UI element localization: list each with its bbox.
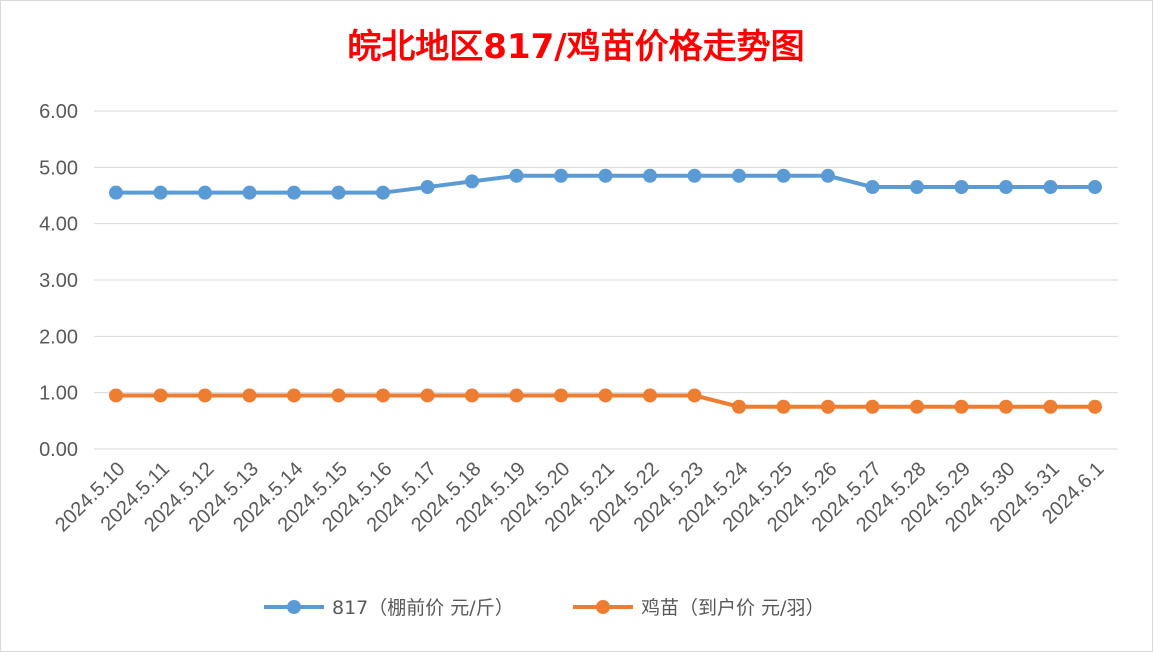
data-point bbox=[109, 185, 123, 200]
data-point bbox=[776, 168, 791, 183]
y-tick-label: 6.00 bbox=[39, 101, 78, 123]
data-point bbox=[198, 388, 212, 403]
data-point bbox=[598, 388, 613, 403]
data-point bbox=[732, 399, 746, 414]
x-axis: 2024.5.102024.5.112024.5.122024.5.132024… bbox=[51, 458, 1108, 536]
y-tick-label: 5.00 bbox=[39, 157, 78, 179]
legend-marker bbox=[287, 600, 301, 614]
chart-title: 皖北地区817/鸡苗价格走势图 bbox=[347, 27, 804, 67]
series-2 bbox=[109, 388, 1102, 414]
data-point bbox=[821, 399, 835, 414]
data-point bbox=[554, 168, 568, 183]
data-point bbox=[999, 399, 1013, 414]
data-point bbox=[153, 388, 168, 403]
data-point bbox=[643, 168, 657, 183]
gridlines bbox=[94, 110, 1118, 450]
data-point bbox=[1088, 399, 1102, 414]
data-point bbox=[910, 180, 924, 195]
data-point bbox=[865, 180, 880, 195]
legend-label: 817（棚前价 元/斤） bbox=[332, 597, 514, 619]
data-point bbox=[331, 185, 346, 200]
legend-label: 鸡苗（到户价 元/羽） bbox=[641, 597, 824, 619]
data-point bbox=[954, 399, 969, 414]
data-point bbox=[242, 388, 257, 403]
data-point bbox=[643, 388, 657, 403]
legend-item-1: 817（棚前价 元/斤） bbox=[264, 597, 514, 619]
data-point bbox=[910, 399, 924, 414]
series-group bbox=[109, 168, 1102, 414]
data-point bbox=[1043, 399, 1058, 414]
data-point bbox=[687, 168, 702, 183]
data-point bbox=[198, 185, 212, 200]
data-point bbox=[376, 185, 390, 200]
data-point bbox=[420, 180, 435, 195]
data-point bbox=[420, 388, 435, 403]
data-point bbox=[554, 388, 568, 403]
data-point bbox=[732, 168, 746, 183]
data-point bbox=[1088, 180, 1102, 195]
data-point bbox=[776, 399, 791, 414]
y-tick-label: 4.00 bbox=[39, 214, 78, 236]
data-point bbox=[999, 180, 1013, 195]
y-tick-label: 1.00 bbox=[39, 383, 78, 405]
series-1 bbox=[109, 168, 1102, 200]
data-point bbox=[465, 388, 479, 403]
y-tick-label: 3.00 bbox=[39, 270, 78, 292]
data-point bbox=[821, 168, 835, 183]
data-point bbox=[153, 185, 168, 200]
y-tick-label: 0.00 bbox=[39, 439, 78, 461]
data-point bbox=[954, 180, 969, 195]
data-point bbox=[109, 388, 123, 403]
legend: 817（棚前价 元/斤） 鸡苗（到户价 元/羽） bbox=[264, 597, 824, 619]
data-point bbox=[376, 388, 390, 403]
data-point bbox=[865, 399, 880, 414]
data-point bbox=[287, 185, 301, 200]
legend-item-2: 鸡苗（到户价 元/羽） bbox=[573, 597, 824, 619]
data-point bbox=[1043, 180, 1058, 195]
data-point bbox=[287, 388, 301, 403]
legend-marker bbox=[596, 600, 610, 614]
data-point bbox=[687, 388, 702, 403]
data-point bbox=[465, 174, 479, 189]
data-point bbox=[242, 185, 257, 200]
y-tick-label: 2.00 bbox=[39, 326, 78, 348]
data-point bbox=[509, 168, 524, 183]
data-point bbox=[598, 168, 613, 183]
y-axis: 0.00 1.00 2.00 3.00 4.00 5.00 6.00 bbox=[39, 101, 78, 461]
data-point bbox=[331, 388, 346, 403]
data-point bbox=[509, 388, 524, 403]
